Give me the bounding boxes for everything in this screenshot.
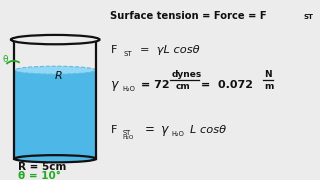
Text: =  γL cosθ: = γL cosθ — [140, 45, 200, 55]
Text: θ = 10°: θ = 10° — [18, 171, 60, 180]
Text: H₂O: H₂O — [171, 130, 184, 137]
Ellipse shape — [14, 66, 96, 74]
Text: R: R — [54, 71, 62, 81]
Text: H₂O: H₂O — [123, 135, 134, 140]
Bar — [14, 70, 96, 158]
Text: =  0.072: = 0.072 — [201, 80, 253, 90]
Text: F: F — [110, 45, 117, 55]
Text: F: F — [110, 125, 117, 135]
Ellipse shape — [11, 35, 100, 44]
Text: N: N — [264, 70, 272, 79]
Text: = 72: = 72 — [141, 80, 169, 90]
Text: γ: γ — [110, 78, 118, 91]
Text: θ: θ — [2, 55, 8, 64]
Text: ST: ST — [123, 130, 131, 136]
Text: ST: ST — [304, 14, 314, 20]
Text: Surface tension = Force = F: Surface tension = Force = F — [110, 11, 267, 21]
Text: ST: ST — [123, 51, 132, 57]
Text: γ: γ — [160, 123, 167, 136]
Text: m: m — [264, 82, 273, 91]
Text: cm: cm — [176, 82, 191, 91]
Text: dynes: dynes — [171, 70, 202, 79]
Text: R = 5cm: R = 5cm — [18, 161, 66, 172]
Text: L cosθ: L cosθ — [190, 125, 227, 135]
Ellipse shape — [14, 155, 96, 162]
Text: H₂O: H₂O — [122, 86, 135, 92]
Text: =: = — [145, 123, 155, 136]
Ellipse shape — [12, 35, 99, 44]
